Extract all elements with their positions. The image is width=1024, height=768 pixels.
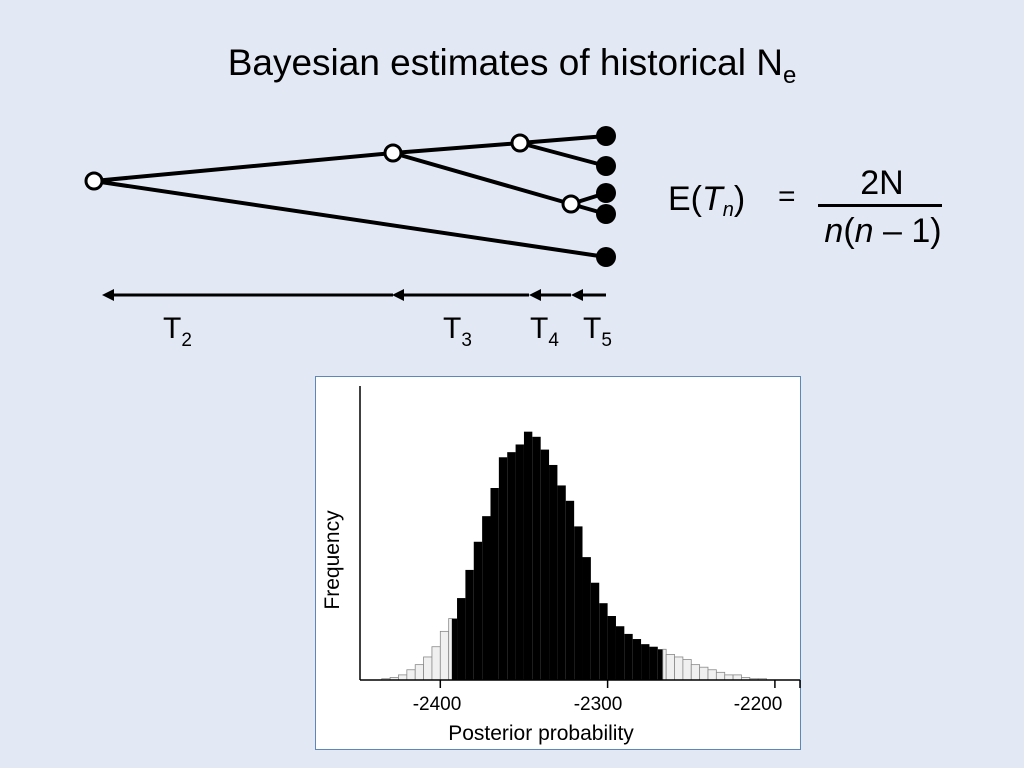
histogram-bar-tail (662, 648, 667, 681)
histogram-bar-tail (724, 674, 734, 681)
tree-branch (391, 151, 573, 206)
histogram-bar-tail (439, 630, 450, 681)
x-tick-label: -2300 (573, 694, 623, 715)
tip-node (596, 183, 616, 203)
arrowhead (571, 289, 583, 301)
histogram-bar-hpd (582, 557, 591, 680)
interval-label-t2: T2 (163, 312, 192, 351)
histogram-bar-tail (682, 659, 692, 681)
formula-numerator: 2N (860, 164, 904, 202)
arrowhead (102, 289, 114, 301)
histogram-bar-tail (398, 674, 408, 681)
interval-label-t3: T3 (443, 312, 472, 351)
histogram-bar-hpd (590, 582, 600, 680)
arrowhead (529, 289, 541, 301)
histogram-bar-hpd (490, 488, 499, 680)
histogram-bar-hpd (452, 618, 458, 680)
ancestral-node (510, 133, 530, 153)
histogram-bar-hpd (482, 516, 491, 680)
histogram-bar-hpd (457, 598, 466, 680)
ancestral-node (383, 143, 403, 163)
histogram-bar-hpd (523, 431, 533, 680)
posterior-histogram-panel (315, 376, 801, 750)
histogram-bar-hpd (507, 452, 516, 680)
histogram-bar-tail (707, 669, 717, 681)
tree-branch (92, 151, 395, 183)
histogram-bar-tail (414, 664, 424, 681)
ancestral-node (561, 194, 581, 214)
formula-equals: = (778, 180, 796, 213)
tip-node (596, 204, 616, 224)
histogram-bar-hpd (465, 569, 474, 680)
histogram-bar-tail (690, 664, 701, 681)
fraction-bar (818, 204, 942, 207)
slide-title: Bayesian estimates of historical Ne (227, 42, 797, 89)
ancestral-node (84, 171, 104, 191)
histogram-bar-tail (665, 654, 675, 681)
tree-branch (391, 141, 522, 155)
histogram-bar-tail (431, 646, 441, 681)
histogram-bar-tail (732, 674, 742, 681)
tip-node (596, 247, 616, 267)
histogram-bar-hpd (565, 500, 575, 680)
histogram-bar-hpd (624, 633, 633, 680)
interval-label-t5: T5 (583, 312, 612, 351)
interval-label-t4: T4 (530, 312, 559, 351)
coalescent-tree (84, 126, 616, 301)
histogram-bar-tail (423, 656, 433, 681)
histogram-bar-tail (699, 666, 709, 681)
histogram-bar-hpd (599, 603, 608, 680)
histogram-bar-hpd (649, 646, 658, 680)
histogram-bar-tail (715, 671, 726, 681)
tree-branch (518, 134, 608, 145)
histogram-bar-hpd (515, 444, 524, 680)
histogram-bar-hpd (574, 526, 583, 680)
histogram-bar-hpd (540, 449, 550, 680)
histogram-bar-tail (448, 618, 453, 681)
formula-denominator: n(n – 1) (824, 212, 942, 250)
histogram-bar-tail (406, 669, 416, 681)
x-axis-label: Posterior probability (448, 722, 634, 745)
x-tick-label: -2200 (733, 694, 783, 715)
histogram-bar-hpd (657, 649, 663, 680)
histogram-bar-hpd (549, 464, 558, 680)
histogram-bar-hpd (498, 457, 508, 680)
histogram-bar-hpd (632, 639, 642, 680)
histogram-bar-hpd (607, 616, 616, 680)
tree-branch (92, 179, 608, 259)
histogram-bar-hpd (615, 626, 625, 680)
formula-lhs: E(Tn) (668, 180, 746, 221)
tree-branch (518, 141, 608, 168)
tip-node (596, 156, 616, 176)
histogram-bar-hpd (532, 436, 541, 680)
x-tick-label: -2400 (412, 694, 462, 715)
expected-coalescence-time-formula: E(Tn) = 2N n(n – 1) (668, 160, 968, 260)
tip-node (596, 126, 616, 146)
arrowhead (392, 289, 404, 301)
y-axis-label: Frequency (321, 510, 344, 610)
histogram-bar-hpd (473, 541, 483, 680)
histogram-bar-tail (674, 656, 684, 681)
histogram-bar-hpd (641, 644, 650, 680)
histogram-bar-hpd (557, 485, 566, 680)
